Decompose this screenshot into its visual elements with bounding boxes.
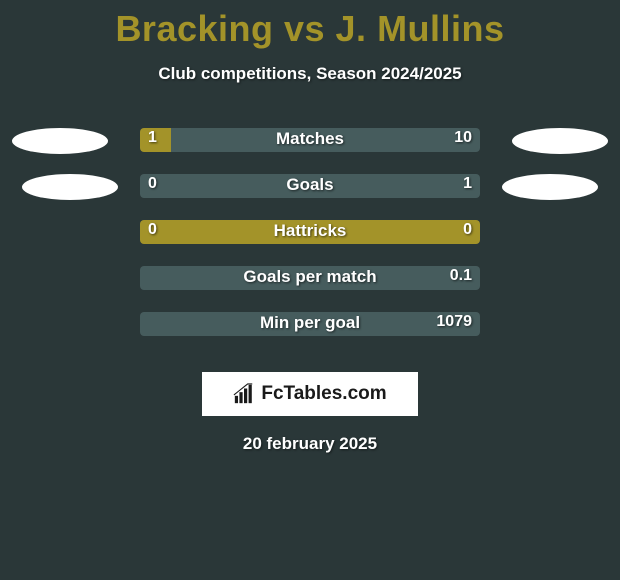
date-text: 20 february 2025 [0, 434, 620, 454]
stat-row: 01Goals [0, 174, 620, 220]
stat-label: Hattricks [140, 221, 480, 241]
stat-label: Matches [140, 129, 480, 149]
stat-label: Min per goal [140, 313, 480, 333]
comparison-infographic: Bracking vs J. Mullins Club competitions… [0, 0, 620, 454]
stat-label: Goals per match [140, 267, 480, 287]
logo-box: FcTables.com [202, 372, 418, 416]
stat-label: Goals [140, 175, 480, 195]
stat-row: 00Hattricks [0, 220, 620, 266]
logo-text: FcTables.com [261, 383, 386, 405]
stats-rows: 110Matches01Goals00Hattricks0.1Goals per… [0, 128, 620, 358]
bar-chart-icon [233, 383, 255, 405]
stat-row: 0.1Goals per match [0, 266, 620, 312]
page-title: Bracking vs J. Mullins [0, 0, 620, 50]
stat-row: 110Matches [0, 128, 620, 174]
player-left-marker [22, 174, 118, 200]
subtitle: Club competitions, Season 2024/2025 [0, 64, 620, 84]
player-right-marker [502, 174, 598, 200]
stat-row: 1079Min per goal [0, 312, 620, 358]
player-left-marker [12, 128, 108, 154]
player-right-marker [512, 128, 608, 154]
